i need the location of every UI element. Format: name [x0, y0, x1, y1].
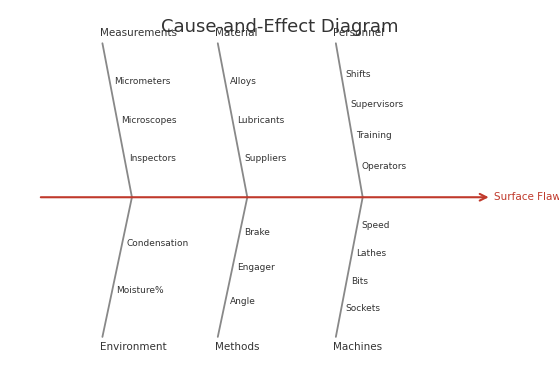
Text: Measurements: Measurements — [100, 28, 177, 38]
Text: Condensation: Condensation — [126, 239, 188, 248]
Text: Methods: Methods — [215, 342, 259, 352]
Text: Lathes: Lathes — [356, 248, 386, 258]
Text: Shifts: Shifts — [345, 69, 371, 79]
Text: Brake: Brake — [244, 228, 270, 236]
Text: Machines: Machines — [333, 342, 382, 352]
Text: Speed: Speed — [362, 221, 390, 230]
Text: Surface Flaws: Surface Flaws — [494, 192, 559, 202]
Text: Cause-and-Effect Diagram: Cause-and-Effect Diagram — [161, 18, 398, 36]
Text: Moisture%: Moisture% — [116, 286, 164, 295]
Text: Inspectors: Inspectors — [129, 154, 176, 163]
Text: Engager: Engager — [237, 263, 274, 272]
Text: Personnel: Personnel — [333, 28, 384, 38]
Text: Bits: Bits — [351, 276, 368, 286]
Text: Suppliers: Suppliers — [244, 154, 286, 163]
Text: Angle: Angle — [229, 298, 255, 307]
Text: Supervisors: Supervisors — [351, 100, 404, 109]
Text: Alloys: Alloys — [229, 77, 257, 86]
Text: Training: Training — [356, 131, 392, 140]
Text: Microscopes: Microscopes — [121, 116, 177, 125]
Text: Material: Material — [215, 28, 258, 38]
Text: Operators: Operators — [362, 162, 407, 171]
Text: Lubricants: Lubricants — [237, 116, 284, 125]
Text: Sockets: Sockets — [345, 304, 381, 313]
Text: Micrometers: Micrometers — [114, 77, 170, 86]
Text: Environment: Environment — [100, 342, 167, 352]
